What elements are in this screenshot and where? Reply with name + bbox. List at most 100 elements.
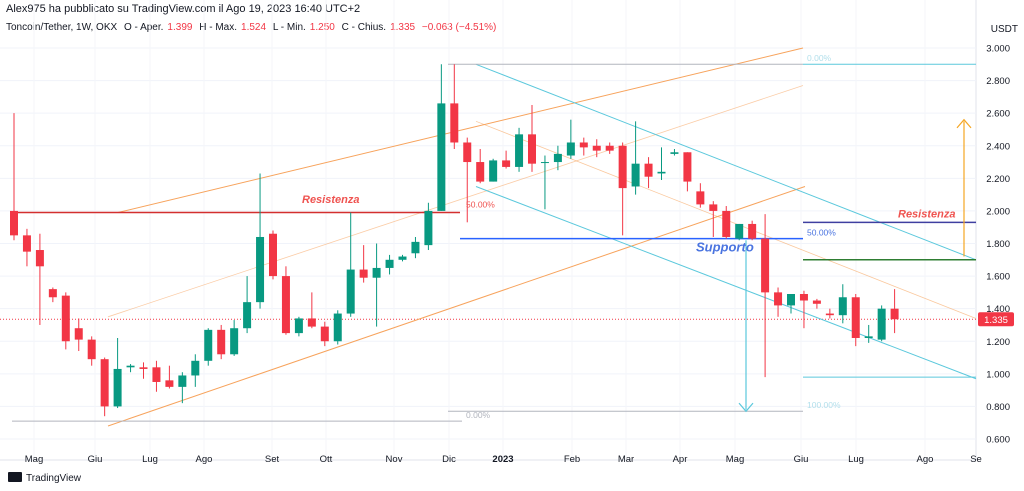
candle-body — [605, 145, 614, 151]
candle-body — [230, 328, 239, 355]
candle-body — [398, 256, 407, 260]
time-axis[interactable]: Mag Giu Lug Ago Set Ott Nov Dic 2023 Feb Mar Apr Mag… — [25, 454, 982, 465]
resistance-label-left: Resistenza — [302, 194, 359, 206]
price-tick-label: 1.800 — [986, 239, 1010, 250]
fib-0-right: 0.00% — [807, 53, 832, 63]
candle-body — [74, 328, 83, 340]
candle-body — [851, 297, 860, 338]
candle-body — [722, 210, 731, 237]
candle-body — [191, 360, 200, 376]
time-tick-label: Giu — [794, 454, 809, 465]
candle-body — [774, 292, 783, 306]
candle-body — [35, 250, 44, 267]
candle-body — [165, 380, 174, 387]
price-tick-label: 1.000 — [986, 369, 1010, 380]
tv-logo-icon — [8, 472, 22, 482]
candle-body — [528, 134, 536, 164]
candle-body — [670, 152, 679, 154]
support-label: Supporto — [696, 240, 754, 255]
time-tick-label: 2023 — [492, 454, 513, 465]
candle-body — [359, 269, 368, 278]
price-tick-label: 1.400 — [986, 304, 1010, 315]
candle-body — [22, 235, 31, 252]
price-tick-label: 2.600 — [986, 109, 1010, 120]
candle-body — [61, 295, 70, 342]
time-tick-label: Mag — [25, 454, 43, 465]
open-label: O - Aper. — [123, 22, 164, 33]
candle-body — [838, 297, 847, 316]
candle-body — [294, 318, 303, 334]
candle-body — [890, 308, 899, 320]
tradingview-logo: TradingView — [8, 472, 81, 484]
candle-body — [515, 134, 524, 167]
fib-50-left: 50.00% — [466, 200, 495, 210]
orange-channel-upper — [117, 47, 804, 214]
time-tick-label: Se — [970, 454, 982, 465]
candle-body — [152, 367, 161, 382]
annotations: Resistenza Resistenza Supporto 50.00% 0.00% 0… — [302, 53, 955, 420]
ohlc-legend: Toncoin/Tether, 1W, OKX O - Aper. 1.399 H… — [6, 22, 500, 33]
price-tick-label: 3.000 — [986, 44, 1010, 55]
candle-body — [178, 375, 187, 387]
candle-body — [631, 163, 640, 187]
price-tick-label: 0.600 — [986, 435, 1010, 446]
price-tick-label: 2.000 — [986, 206, 1010, 217]
candle-body — [424, 210, 433, 246]
price-tick-label: 0.800 — [986, 402, 1010, 413]
low-value: 1.250 — [309, 22, 335, 33]
price-tick-label: 2.200 — [986, 174, 1010, 185]
resistance-label-right: Resistenza — [898, 208, 955, 220]
orange-channel-mid — [107, 85, 804, 318]
price-tick-label: 1.200 — [986, 337, 1010, 348]
time-tick-label: Mar — [618, 454, 634, 465]
symbol-label[interactable]: Toncoin/Tether, 1W, OKX — [6, 22, 118, 33]
candle-body — [113, 368, 122, 407]
candle-body — [139, 367, 148, 369]
high-label: H - Max. — [199, 22, 238, 33]
time-tick-label: Nov — [386, 454, 403, 465]
candle-body — [825, 313, 834, 316]
cyan-channel-upper — [475, 63, 977, 261]
candle-body — [566, 142, 575, 156]
candle-body — [618, 145, 627, 189]
candle-body — [346, 269, 355, 314]
candle-body — [87, 339, 96, 360]
candle-body — [204, 329, 213, 361]
price-axis[interactable]: 0.600 0.800 1.000 1.200 1.400 1.600 1.800 2.000… — [978, 44, 1014, 446]
candle-body — [333, 313, 342, 342]
candle-body — [877, 308, 886, 340]
candle-body — [696, 191, 705, 205]
candle-body — [476, 162, 485, 182]
time-tick-label: Lug — [848, 454, 864, 465]
candle-body — [709, 204, 718, 211]
time-tick-label: Ott — [320, 454, 333, 465]
candle-body — [126, 365, 135, 368]
candle-body — [553, 153, 562, 163]
candle-body — [579, 142, 588, 148]
candle-body — [320, 326, 329, 342]
time-tick-label: Apr — [673, 454, 688, 465]
candle-body — [437, 103, 446, 211]
time-tick-label: Dic — [442, 454, 456, 465]
candle-body — [256, 236, 265, 303]
candle-body — [748, 223, 757, 239]
candle-body — [217, 329, 226, 355]
candle-body — [644, 163, 653, 177]
close-label: C - Chius. — [341, 22, 387, 33]
candle-body — [592, 145, 601, 151]
candle-body — [787, 294, 795, 306]
time-tick-label: Set — [265, 454, 280, 465]
candle-body — [100, 359, 109, 407]
time-tick-label: Giu — [88, 454, 103, 465]
candle-body — [502, 160, 511, 167]
candle-body — [735, 223, 744, 239]
candle-body — [10, 210, 18, 236]
orange-channel-lower — [107, 186, 806, 427]
candle-body — [864, 336, 873, 338]
candle-body — [761, 238, 770, 293]
low-label: L - Min. — [272, 22, 306, 33]
candle-body — [372, 267, 381, 278]
change-value: −0.063 (−4.51%) — [421, 22, 497, 33]
price-tick-label: 2.800 — [986, 76, 1010, 87]
